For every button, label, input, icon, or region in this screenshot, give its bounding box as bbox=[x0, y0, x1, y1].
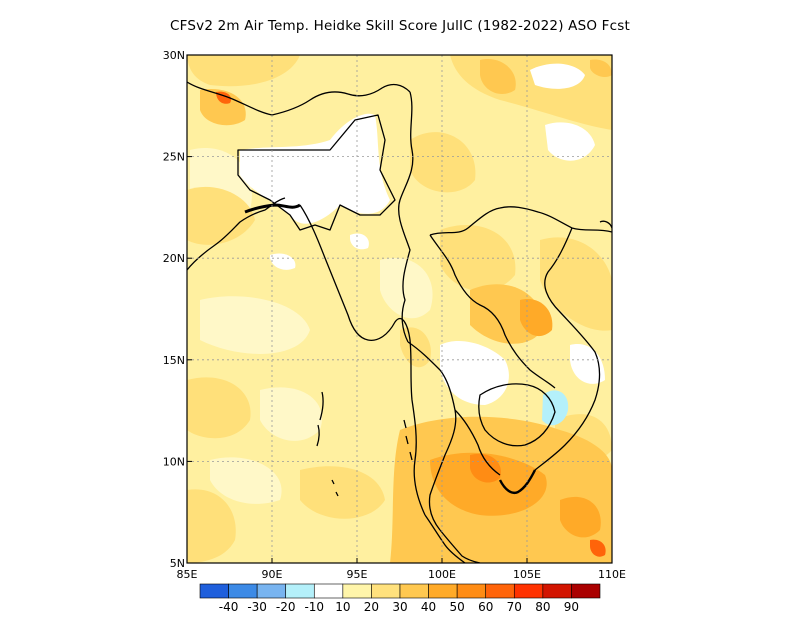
northern-border bbox=[187, 81, 411, 116]
china-southern-border bbox=[429, 206, 612, 236]
gulf-shore bbox=[454, 409, 501, 476]
lat-tick-label: 25N bbox=[163, 151, 185, 164]
light-patch bbox=[200, 296, 310, 354]
mekong-delta bbox=[498, 469, 537, 494]
colorbar-swatch bbox=[199, 583, 229, 599]
nicobar-islands bbox=[331, 479, 339, 497]
ganges-delta bbox=[244, 203, 301, 214]
colorbar-label: 70 bbox=[507, 600, 522, 614]
lat-tick-label: 20N bbox=[163, 252, 185, 265]
lat-tick-label: 30N bbox=[163, 49, 185, 62]
axes: 85E 90E 95E 100E 105E 110E 5N 10N 15N 20N 25N 30N bbox=[163, 49, 626, 581]
warm-patch bbox=[187, 489, 236, 563]
lat-tick-label: 5N bbox=[170, 557, 185, 570]
colorbar-label: 80 bbox=[535, 600, 550, 614]
plot-frame bbox=[186, 54, 613, 564]
colorbar-swatch bbox=[428, 583, 458, 599]
strong-patch bbox=[430, 452, 547, 516]
colorbar-label: 90 bbox=[564, 600, 579, 614]
colorbar-swatch bbox=[285, 583, 315, 599]
colorbar-label: -20 bbox=[276, 600, 296, 614]
warm-patch bbox=[187, 186, 255, 245]
colorbar-label: 40 bbox=[421, 600, 436, 614]
lon-tick-label: 110E bbox=[598, 568, 626, 581]
colorbar-swatch bbox=[342, 583, 372, 599]
hot-patch bbox=[590, 59, 612, 78]
hainan-island bbox=[599, 220, 612, 229]
mergui-archipelago bbox=[403, 419, 413, 461]
warm-patch bbox=[410, 132, 476, 193]
light-patch bbox=[260, 387, 322, 441]
colorbar-swatch bbox=[371, 583, 401, 599]
colorbar-label: -30 bbox=[247, 600, 267, 614]
hot-patch bbox=[200, 89, 246, 126]
hot-patch bbox=[480, 59, 516, 95]
warm-patch bbox=[187, 55, 300, 87]
white-patch bbox=[350, 233, 369, 250]
strong-patch bbox=[590, 539, 606, 557]
lon-tick-label: 100E bbox=[428, 568, 456, 581]
thailand-border bbox=[407, 341, 457, 531]
bangladesh-border bbox=[237, 114, 396, 231]
lat-tick-label: 15N bbox=[163, 354, 185, 367]
colorbar-label: 10 bbox=[335, 600, 350, 614]
vietnam-coast bbox=[534, 227, 601, 471]
colorbar-label: 50 bbox=[450, 600, 465, 614]
myanmar-east-border bbox=[398, 91, 414, 343]
lon-tick-label: 85E bbox=[177, 568, 198, 581]
colorbar-label: -40 bbox=[219, 600, 239, 614]
colorbar-swatch bbox=[256, 583, 287, 599]
warm-patch bbox=[300, 466, 385, 519]
gridlines bbox=[187, 55, 612, 563]
white-patch bbox=[545, 122, 595, 161]
skill-field bbox=[187, 55, 612, 563]
negative-patch bbox=[542, 390, 569, 426]
colorbar-swatch bbox=[399, 583, 429, 599]
colorbar-label: 30 bbox=[392, 600, 407, 614]
map-title: CFSv2 2m Air Temp. Heidke Skill Score Ju… bbox=[170, 18, 630, 34]
colorbar-swatch bbox=[513, 583, 544, 599]
colorbar-swatch bbox=[313, 583, 344, 599]
cambodia-border bbox=[478, 383, 556, 447]
colorbar-swatch bbox=[228, 583, 258, 599]
myanmar-coast bbox=[299, 204, 426, 516]
coastlines-borders bbox=[187, 81, 612, 563]
andaman-islands bbox=[316, 391, 324, 447]
laos-border bbox=[429, 234, 556, 389]
colorbar-swatch bbox=[456, 583, 487, 599]
strong-patch bbox=[520, 299, 553, 337]
lon-tick-label: 90E bbox=[262, 568, 283, 581]
lon-tick-label: 105E bbox=[513, 568, 541, 581]
colorbar: -40 -30 -20 -10 10 20 30 40 50 60 70 80 90 bbox=[199, 583, 601, 614]
warm-patch bbox=[187, 377, 251, 439]
malay-east-coast bbox=[439, 529, 481, 563]
colorbar-label: 20 bbox=[364, 600, 379, 614]
warm-patch bbox=[540, 237, 612, 331]
colorbar-swatch bbox=[571, 583, 601, 599]
lat-tick-label: 10N bbox=[163, 455, 185, 468]
light-patch bbox=[380, 258, 433, 319]
light-patch bbox=[210, 457, 282, 504]
colorbar-swatch bbox=[485, 583, 515, 599]
white-patch bbox=[240, 113, 390, 224]
lon-tick-label: 95E bbox=[347, 568, 368, 581]
malay-peninsula bbox=[424, 514, 466, 563]
strong-patch bbox=[560, 496, 601, 538]
white-patch bbox=[270, 253, 296, 270]
colorbar-label: -10 bbox=[304, 600, 324, 614]
colorbar-swatch bbox=[542, 583, 572, 599]
colorbar-label: 60 bbox=[478, 600, 493, 614]
white-patch bbox=[530, 63, 585, 89]
